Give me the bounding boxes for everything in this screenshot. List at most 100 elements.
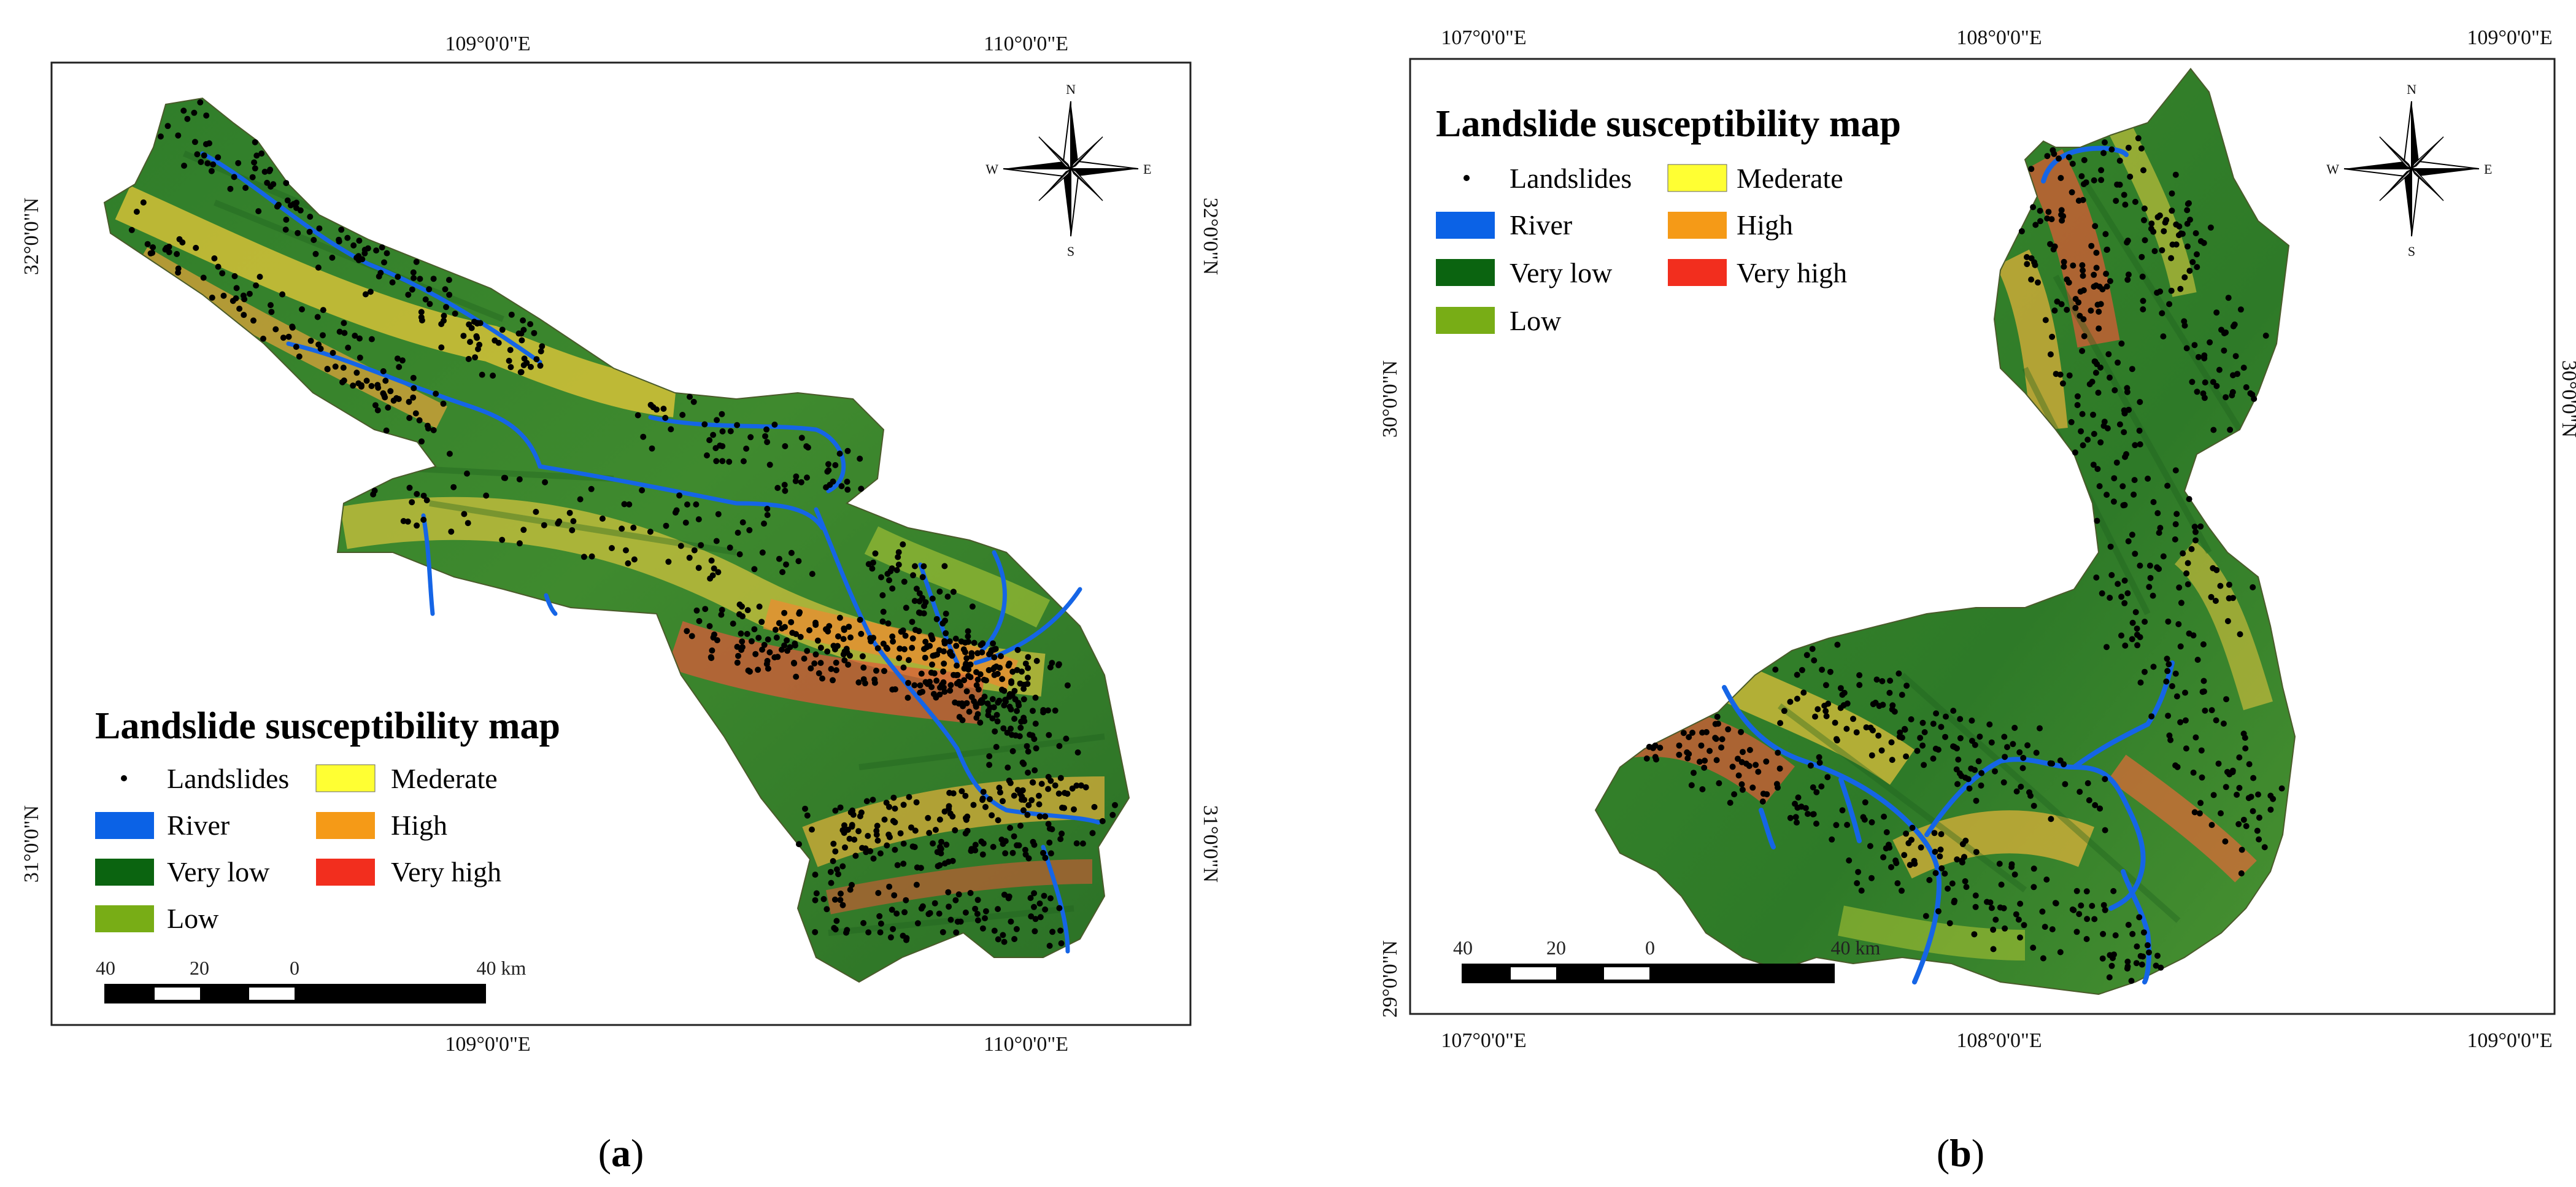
landslide-point [900, 840, 907, 847]
landslide-point [947, 810, 954, 817]
landslide-point [743, 446, 750, 452]
landslide-point [2061, 258, 2067, 265]
landslide-point [413, 258, 420, 265]
landslide-point [2124, 276, 2131, 283]
landslide-point [941, 563, 948, 570]
landslide-point [350, 382, 357, 389]
landslide-point [357, 335, 363, 342]
landslide-point [249, 174, 256, 180]
landslide-point [1943, 713, 1949, 720]
landslide-point [2008, 864, 2015, 870]
landslide-point [869, 565, 876, 572]
landslide-point [1932, 848, 1938, 855]
landslide-point [2140, 929, 2147, 936]
landslide-point [410, 269, 417, 276]
landslide-point [2185, 243, 2191, 250]
landslide-point [1901, 852, 1908, 859]
landslide-point [2138, 253, 2145, 260]
landslide-point [844, 927, 850, 934]
panel-b-top-label: 107°0'0"E [1441, 26, 1526, 49]
landslide-point [2229, 392, 2235, 399]
landslide-point [825, 461, 831, 468]
panel-a-compass: N S E W [985, 82, 1151, 259]
landslide-point [1810, 811, 1817, 818]
landslide-point [372, 402, 379, 409]
landslide-point [1998, 881, 2005, 888]
landslide-point [955, 891, 962, 898]
landslide-point [420, 516, 427, 523]
landslide-point [873, 832, 880, 838]
landslide-point [970, 802, 977, 808]
landslide-point [2150, 663, 2157, 670]
landslide-point [1109, 811, 1116, 818]
landslide-point [739, 519, 746, 526]
landslide-point [312, 250, 319, 257]
landslide-point [838, 891, 844, 897]
landslide-point [2042, 317, 2049, 323]
landslide-point [913, 586, 920, 592]
landslide-point [336, 238, 342, 245]
landslide-point [508, 311, 515, 318]
landslide-point [1860, 814, 1867, 821]
landslide-point [886, 883, 893, 890]
very-high-swatch [316, 859, 375, 886]
landslide-point [280, 334, 287, 341]
landslide-point [2090, 411, 2096, 418]
landslide-point [2080, 181, 2087, 187]
landslide-point [936, 588, 943, 595]
landslide-point [2094, 301, 2101, 308]
landslide-point [865, 833, 871, 839]
landslide-point [713, 538, 720, 544]
landslide-point [774, 485, 781, 491]
landslide-point [341, 330, 348, 336]
landslide-point [2118, 340, 2125, 347]
landslide-point [946, 806, 952, 812]
landslide-point [252, 165, 258, 172]
landslide-point [2169, 207, 2175, 214]
panel-a-legend-label: River [167, 810, 229, 841]
panel-b-legend-item: Mederate [1667, 163, 1843, 194]
landslide-point [896, 655, 903, 662]
landslide-point [1036, 813, 1043, 820]
landslide-point [987, 649, 994, 655]
landslide-point [925, 814, 931, 821]
landslide-point [2198, 747, 2205, 754]
landslide-point [2151, 248, 2158, 255]
landslide-point [897, 830, 904, 837]
landslide-point [2216, 366, 2223, 373]
landslide-point [2227, 427, 2234, 433]
landslide-point [2066, 372, 2073, 379]
landslide-point [1813, 789, 1820, 795]
landslide-point [1006, 893, 1012, 900]
landslide-point [833, 866, 840, 873]
landslide-point [2208, 594, 2215, 600]
landslide-point [242, 185, 249, 191]
landslide-point [382, 394, 388, 401]
landslide-point [858, 809, 865, 816]
landslide-point [1834, 641, 1841, 648]
landslide-point [881, 816, 888, 823]
landslide-point [499, 536, 506, 543]
landslide-point [1727, 800, 1733, 806]
landslide-point [2181, 318, 2188, 325]
landslide-point [1055, 661, 1062, 668]
landslide-point [236, 306, 243, 312]
panel-a-legend-label: High [391, 810, 447, 841]
landslide-point [901, 646, 908, 652]
landslide-point [2160, 553, 2167, 560]
landslide-point [387, 388, 394, 395]
landslide-point [2129, 619, 2136, 626]
landslide-point [963, 688, 970, 695]
landslide-point [2079, 411, 2086, 417]
landslide-point [885, 620, 892, 627]
landslide-point [857, 455, 863, 462]
landslide-point [2091, 916, 2098, 922]
landslide-point [395, 396, 402, 403]
landslide-point [538, 348, 544, 355]
landslide-point [788, 619, 795, 625]
landslide-point [1832, 719, 1838, 726]
landslide-point [1037, 914, 1044, 921]
landslide-point [936, 691, 943, 698]
landslide-point [950, 790, 957, 797]
landslide-point [157, 133, 164, 140]
